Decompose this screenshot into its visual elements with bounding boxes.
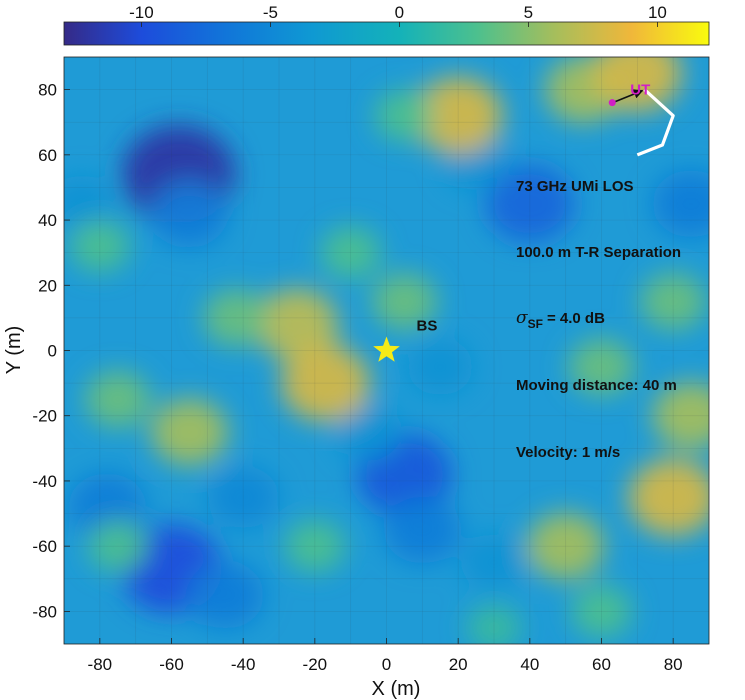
- sigma-subscript: SF: [528, 317, 543, 331]
- y-tick-label: 40: [38, 211, 57, 230]
- heatmap-blob: [320, 226, 381, 279]
- x-tick-label: -20: [303, 655, 328, 674]
- y-tick-label: -60: [32, 537, 57, 556]
- colorbar-gradient: [63, 21, 710, 46]
- annotation-frequency: 73 GHz UMi LOS: [516, 178, 634, 195]
- heatmap-blob: [652, 382, 709, 450]
- x-tick-label: 40: [520, 655, 539, 674]
- heatmap-blob: [371, 273, 438, 330]
- ut-marker: [608, 99, 616, 107]
- y-tick-label: 60: [38, 146, 57, 165]
- ut-direction-arrow: [614, 89, 644, 103]
- y-axis-label: Y (m): [3, 326, 25, 375]
- annotation-block: 73 GHz UMi LOS 100.0 m T-R Separation σS…: [516, 178, 681, 461]
- heatmap-blob: [64, 175, 115, 233]
- y-tick-label: 0: [48, 342, 57, 361]
- y-tick-label: 80: [38, 81, 57, 100]
- x-axis-ticks: -80 -60 -40 -20 0 20 40 60 80: [88, 638, 683, 674]
- heatmap-blob: [280, 344, 371, 422]
- heatmap-blob: [203, 289, 269, 347]
- heatmap-blob: [628, 458, 709, 537]
- colorbar: -10 -5 0 5 10: [63, 3, 710, 46]
- heatmap-blob: [150, 398, 229, 466]
- heatmap-blob: [527, 512, 605, 580]
- bs-label: BS: [417, 318, 438, 335]
- heatmap-blob: [255, 288, 339, 361]
- y-tick-label: 20: [38, 276, 57, 295]
- x-tick-label: 80: [664, 655, 683, 674]
- heatmap-blob: [70, 220, 130, 272]
- ut-track: [636, 88, 675, 157]
- sigma-symbol: σ: [516, 308, 528, 328]
- grid-lines: [64, 57, 709, 644]
- x-tick-label: -80: [88, 655, 113, 674]
- colorbar-tick-label: 5: [524, 3, 533, 22]
- bs-star-marker: [373, 336, 400, 362]
- x-tick-label: -40: [231, 655, 256, 674]
- sigma-value: = 4.0 dB: [547, 310, 605, 327]
- colorbar-ticks: -10 -5 0 5 10: [129, 3, 667, 27]
- y-tick-label: -20: [32, 407, 57, 426]
- heatmap-blob: [640, 273, 706, 330]
- x-tick-label: 60: [592, 655, 611, 674]
- heatmap-blob: [207, 466, 279, 529]
- colorbar-tick-label: 0: [395, 3, 404, 22]
- heatmap-blob: [85, 371, 151, 428]
- x-tick-label: 0: [382, 655, 391, 674]
- heatmap-blob: [571, 585, 632, 638]
- heatmap-blob: [407, 338, 473, 396]
- annotation-separation: 100.0 m T-R Separation: [516, 244, 681, 261]
- heatmap-blob: [186, 561, 264, 629]
- y-tick-label: -40: [32, 472, 57, 491]
- heatmap-blob: [383, 496, 461, 564]
- heatmap-blob: [652, 170, 709, 238]
- heatmap-blob: [150, 179, 229, 248]
- x-axis-label: X (m): [372, 678, 421, 700]
- x-tick-label: -60: [159, 655, 184, 674]
- annotation-moving-distance: Moving distance: 40 m: [516, 377, 677, 394]
- ut-label: UT: [630, 82, 650, 99]
- y-tick-label: -80: [32, 602, 57, 621]
- y-axis-ticks: -80 -60 -40 -20 0 20 40 60 80: [32, 81, 70, 621]
- heatmap-blob: [592, 57, 682, 113]
- annotation-sigma: σSF = 4.0 dB: [516, 308, 605, 331]
- x-tick-label: 20: [449, 655, 468, 674]
- heatmap-blob: [467, 604, 521, 644]
- heatmap-blob: [88, 520, 148, 572]
- heatmap-blob: [461, 534, 527, 591]
- heatmap-blob: [413, 76, 503, 155]
- colorbar-tick-label: 10: [648, 3, 667, 22]
- heatmap-blob: [568, 338, 635, 396]
- colorbar-tick-label: -10: [129, 3, 154, 22]
- heatmap-blob: [374, 89, 435, 142]
- heatmap-blob: [485, 164, 575, 243]
- heatmap-field: [64, 57, 709, 644]
- annotation-velocity: Velocity: 1 m/s: [516, 444, 620, 461]
- heatmap-blob: [335, 403, 402, 461]
- heatmap-blob: [285, 520, 345, 572]
- markers: UT BS: [373, 82, 675, 362]
- heatmap-blobs: [64, 57, 709, 644]
- colorbar-tick-label: -5: [263, 3, 278, 22]
